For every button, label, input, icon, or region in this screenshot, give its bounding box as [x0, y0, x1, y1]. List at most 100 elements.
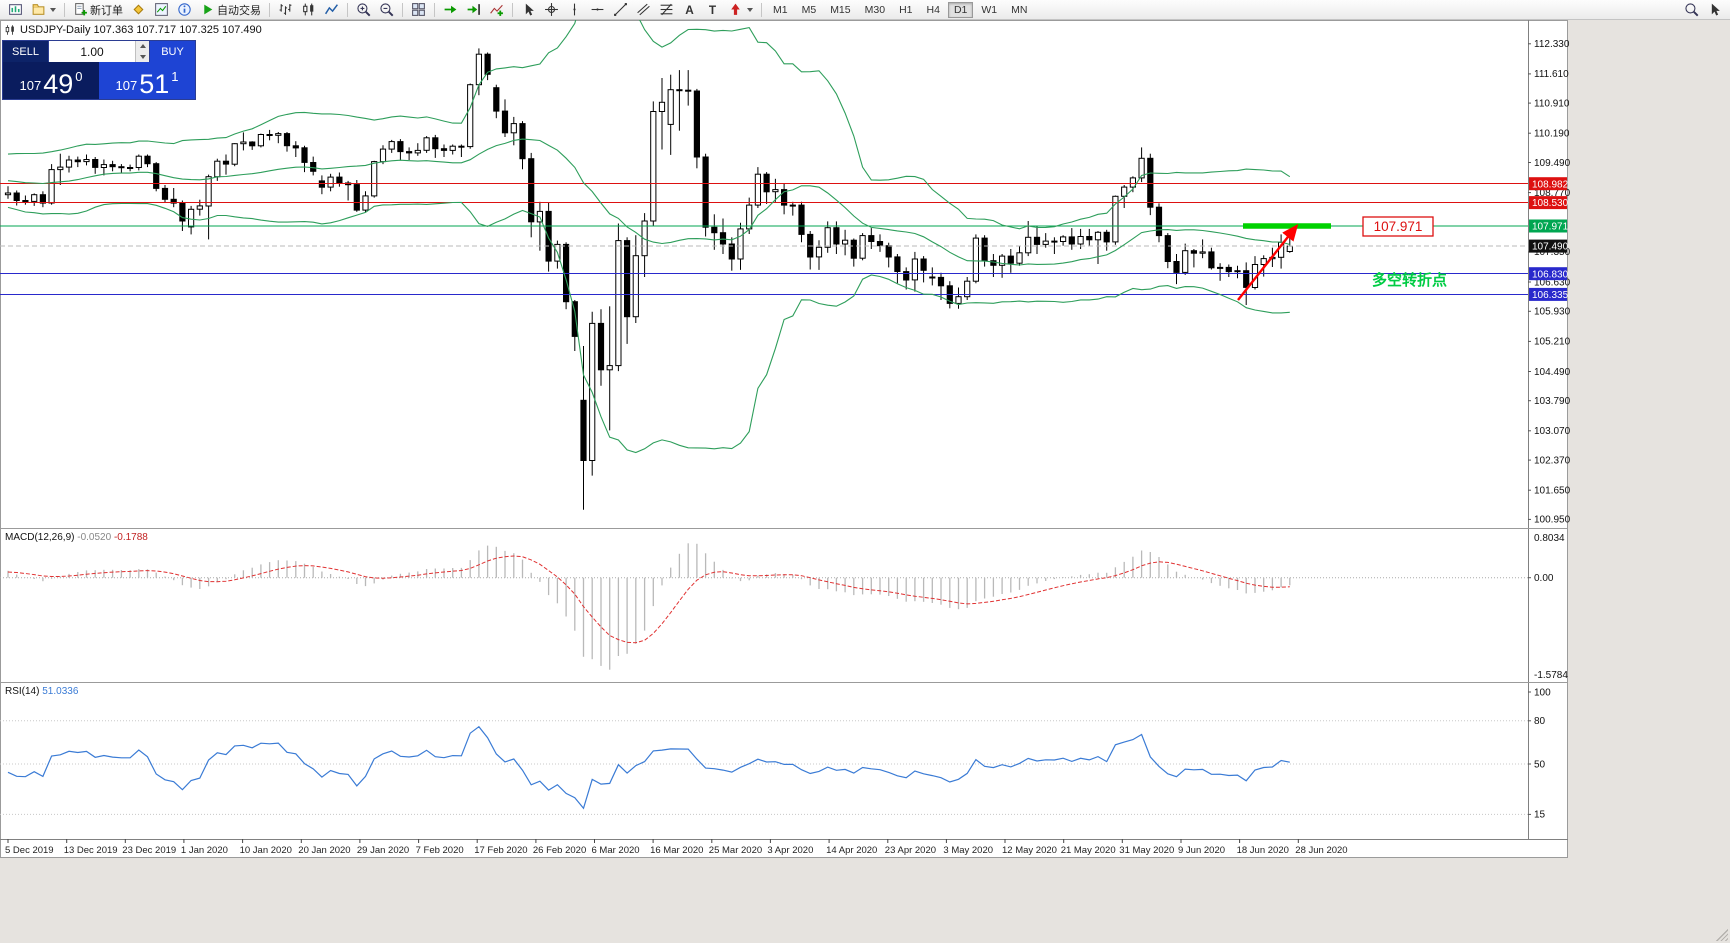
svg-text:100: 100 [1534, 687, 1551, 698]
channel-tool-icon[interactable] [632, 0, 655, 20]
svg-text:108.770: 108.770 [1534, 188, 1571, 199]
macd-histogram [7, 543, 1291, 670]
candlestick-chart-icon[interactable] [297, 0, 320, 20]
svg-text:0.00: 0.00 [1534, 573, 1554, 584]
new-order-button[interactable]: 新订单 [69, 0, 127, 20]
svg-text:25 Mar 2020: 25 Mar 2020 [709, 845, 762, 856]
triangle-up-icon [139, 44, 146, 49]
indicators-glyph [490, 4, 503, 16]
volume-input-group [49, 41, 149, 62]
metaeditor-icon[interactable] [127, 0, 150, 20]
pointer-icon[interactable] [1703, 0, 1726, 20]
svg-text:14 Apr 2020: 14 Apr 2020 [826, 845, 877, 856]
ask-price[interactable]: 107 51 1 [99, 62, 195, 99]
candlechart-glyph [303, 3, 314, 16]
resize-grip[interactable] [1716, 929, 1728, 941]
zoom-in-icon[interactable] [352, 0, 375, 20]
svg-text:50: 50 [1534, 759, 1546, 770]
chevron-down-icon [747, 7, 753, 12]
label-tool-icon[interactable]: T [701, 0, 724, 20]
svg-text:29 Jan 2020: 29 Jan 2020 [357, 845, 409, 856]
cursor-tool-icon[interactable] [517, 0, 540, 20]
ask-big-digits: 51 [139, 69, 170, 100]
volume-up-button[interactable] [136, 41, 149, 52]
text-tool-icon[interactable]: A [678, 0, 701, 20]
triangle-down-icon [139, 54, 146, 59]
svg-text:6 Mar 2020: 6 Mar 2020 [592, 845, 640, 856]
candlesticks [4, 48, 1293, 510]
bar-chart-icon[interactable] [274, 0, 297, 20]
strategy-tester-icon[interactable] [150, 0, 173, 20]
bid-pip-digit: 0 [75, 69, 83, 84]
svg-text:T: T [709, 4, 717, 17]
volume-spinner [135, 41, 149, 62]
auto-scroll-icon[interactable] [439, 0, 462, 20]
timeframe-m5[interactable]: M5 [801, 3, 817, 16]
new-chart-icon[interactable] [4, 0, 27, 20]
play-glyph [204, 4, 213, 15]
svg-text:20 Jan 2020: 20 Jan 2020 [298, 845, 350, 856]
svg-text:-1.5784: -1.5784 [1534, 670, 1568, 681]
timeframe-h1[interactable]: H1 [899, 3, 913, 16]
sell-button[interactable]: SELL [3, 41, 49, 62]
svg-text:1 Jan 2020: 1 Jan 2020 [181, 845, 228, 856]
chart-icon [5, 25, 14, 35]
vertical-line-tool-icon[interactable] [563, 0, 586, 20]
svg-text:16 Mar 2020: 16 Mar 2020 [650, 845, 703, 856]
trendline-tool-icon[interactable] [609, 0, 632, 20]
svg-text:100.950: 100.950 [1534, 515, 1571, 526]
autotrading-button[interactable]: 自动交易 [196, 0, 265, 20]
neworder-glyph [75, 3, 87, 16]
crosshair-tool-icon[interactable] [540, 0, 563, 20]
svg-text:110.910: 110.910 [1534, 98, 1570, 109]
timeframe-mn[interactable]: MN [1011, 3, 1028, 16]
arrows-tool-icon[interactable] [724, 0, 757, 20]
search-icon[interactable] [1680, 0, 1703, 20]
timeframe-m15[interactable]: M15 [830, 3, 851, 16]
timeframe-m1[interactable]: M1 [773, 3, 788, 16]
bollinger-lo [7, 201, 1290, 454]
tile-windows-icon[interactable] [407, 0, 430, 20]
volume-input[interactable] [49, 41, 135, 62]
crosshair-glyph [545, 3, 558, 16]
bollinger-mid [7, 138, 1290, 266]
chartshift-glyph [467, 4, 480, 15]
chart-objects[interactable]: 107.971 多空转折点 [1237, 216, 1447, 301]
date-axis[interactable]: 5 Dec 2019 13 Dec 2019 23 Dec 2019 1 Jan 20… [5, 839, 1348, 856]
price-axis[interactable]: 112.330 111.610 110.910 110.190 109.490 108.7… [1528, 39, 1571, 526]
new-order-label: 新订单 [90, 4, 123, 17]
svg-text:106.830: 106.830 [1532, 269, 1569, 280]
line-chart-icon[interactable] [320, 0, 343, 20]
newchart-glyph [9, 4, 22, 15]
trend-arrow [1237, 223, 1299, 301]
svg-text:17 Feb 2020: 17 Feb 2020 [474, 845, 527, 856]
data-window-icon[interactable] [173, 0, 196, 20]
bollinger-up [7, 20, 1291, 230]
toolbar-separator [402, 2, 403, 17]
rsi-line [7, 725, 1290, 810]
timeframe-m30[interactable]: M30 [864, 3, 886, 16]
svg-text:13 Dec 2019: 13 Dec 2019 [64, 845, 118, 856]
profiles-icon[interactable] [27, 0, 60, 20]
timeframe-d1[interactable]: D1 [947, 1, 974, 18]
svg-text:3 Apr 2020: 3 Apr 2020 [767, 845, 813, 856]
volume-down-button[interactable] [136, 52, 149, 63]
svg-text:23 Apr 2020: 23 Apr 2020 [885, 845, 936, 856]
toolbar-separator [761, 2, 762, 17]
timeframe-w1[interactable]: W1 [981, 3, 998, 16]
buy-button[interactable]: BUY [149, 41, 195, 62]
toolbar-separator [347, 2, 348, 17]
fibonacci-tool-icon[interactable] [655, 0, 678, 20]
bid-price[interactable]: 107 49 0 [3, 62, 99, 99]
chart-shift-icon[interactable] [462, 0, 485, 20]
horizontal-line-tool-icon[interactable] [586, 0, 609, 20]
chart-window[interactable] [0, 20, 1568, 858]
tile-glyph [412, 3, 425, 16]
toolbar-separator [64, 2, 65, 17]
svg-text:23 Dec 2019: 23 Dec 2019 [122, 845, 176, 856]
timeframe-h4[interactable]: H4 [926, 3, 940, 16]
indicators-list-icon[interactable] [485, 0, 508, 20]
zoom-out-icon[interactable] [375, 0, 398, 20]
